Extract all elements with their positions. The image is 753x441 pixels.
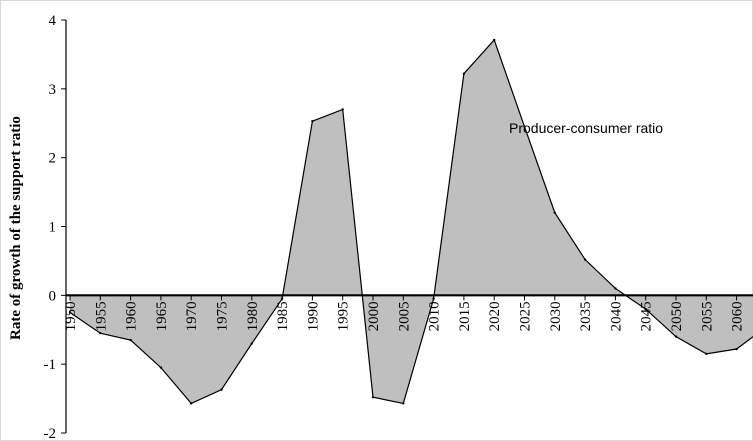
data-point — [614, 287, 616, 289]
x-tick-label: 1950 — [63, 301, 79, 331]
x-tick-label: 2030 — [548, 301, 564, 331]
series-annotation: Producer-consumer ratio — [509, 120, 663, 136]
x-tick-label: 1995 — [336, 301, 352, 331]
x-tick-label: 1990 — [305, 301, 321, 331]
data-point — [735, 348, 737, 350]
y-tick-label: 2 — [49, 151, 57, 167]
data-point — [675, 335, 677, 337]
x-tick-label: 2025 — [518, 301, 534, 331]
data-point — [463, 72, 465, 74]
data-point — [220, 388, 222, 390]
x-tick-label: 2045 — [639, 301, 655, 331]
x-tick-label: 2010 — [427, 301, 443, 331]
y-axis-label: Rate of growth of the support ratio — [8, 116, 24, 340]
data-point — [402, 402, 404, 404]
y-tick-label: -1 — [44, 357, 57, 373]
data-point — [705, 353, 707, 355]
x-tick-label: 2050 — [669, 301, 685, 331]
y-tick-label: -2 — [44, 426, 57, 441]
data-point — [99, 332, 101, 334]
data-point — [251, 342, 253, 344]
y-tick-label: 0 — [49, 288, 57, 304]
x-tick-label: 2000 — [366, 301, 382, 331]
x-tick-label: 1960 — [124, 301, 140, 331]
y-tick-label: 4 — [49, 13, 57, 29]
x-tick-label: 2015 — [457, 301, 473, 331]
data-point — [554, 212, 556, 214]
x-tick-label: 2035 — [578, 301, 594, 331]
data-point — [493, 39, 495, 41]
data-point — [160, 366, 162, 368]
x-tick-label: 2060 — [730, 301, 746, 331]
data-point — [342, 108, 344, 110]
x-tick-label: 1980 — [245, 301, 261, 331]
x-tick-label: 2040 — [608, 301, 624, 331]
x-tick-label: 2055 — [699, 301, 715, 331]
data-point — [190, 402, 192, 404]
x-tick-label: 1970 — [184, 301, 200, 331]
data-point — [372, 396, 374, 398]
x-tick-label: 1955 — [93, 301, 109, 331]
data-point — [584, 258, 586, 260]
x-tick-label: 1985 — [275, 301, 291, 331]
x-tick-label: 2020 — [487, 301, 503, 331]
data-point — [129, 339, 131, 341]
data-point — [311, 120, 313, 122]
x-tick-label: 1975 — [215, 301, 231, 331]
x-tick-label: 1965 — [154, 301, 170, 331]
y-tick-label: 1 — [49, 220, 57, 236]
x-tick-label: 2005 — [396, 301, 412, 331]
y-tick-label: 3 — [49, 82, 57, 98]
